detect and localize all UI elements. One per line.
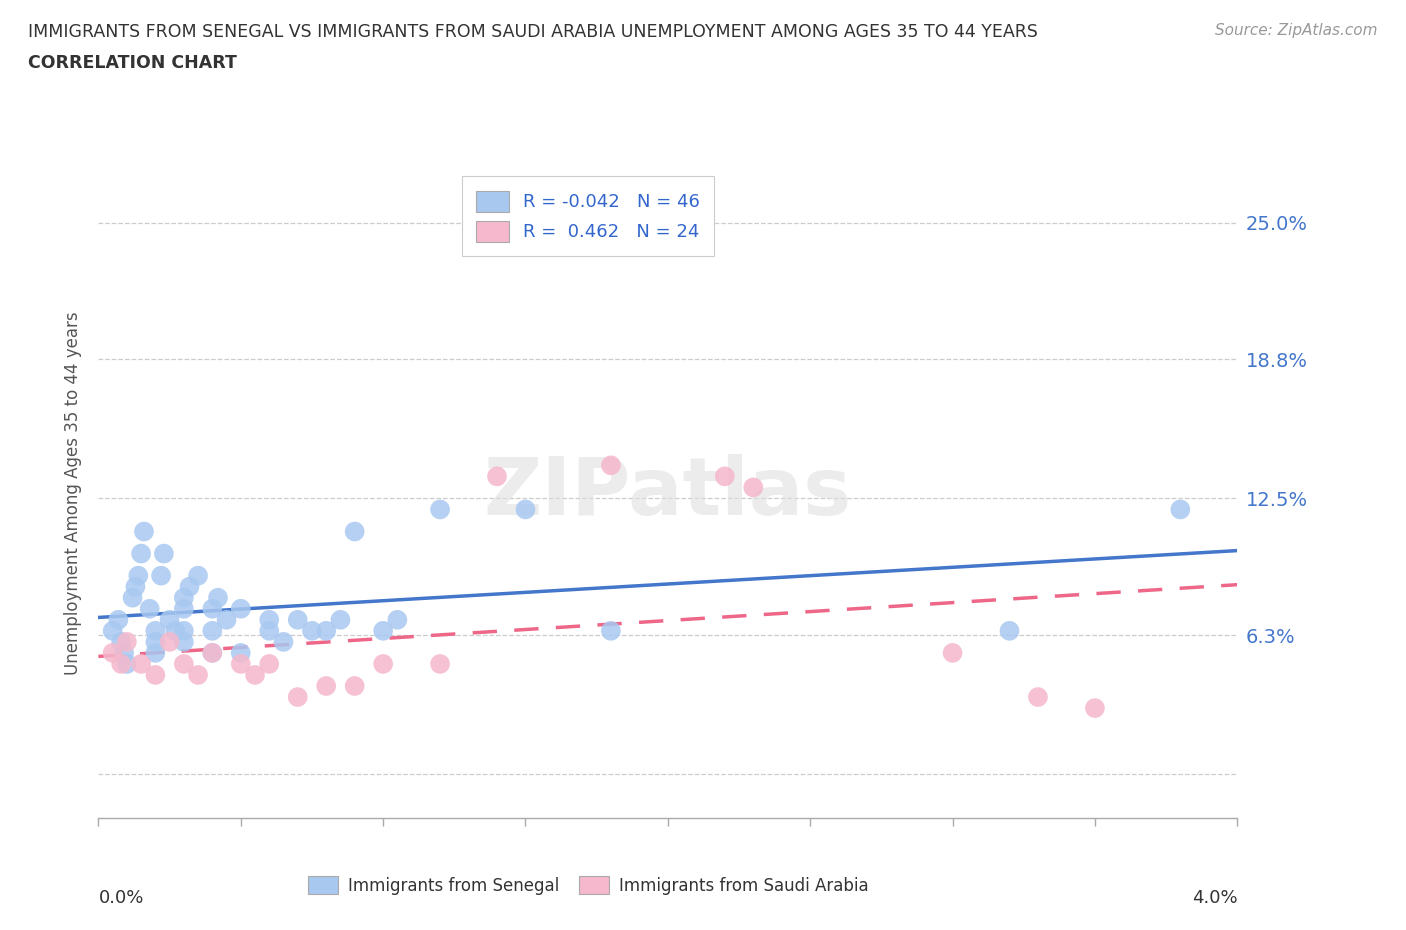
Point [229, 657, 252, 671]
Point [173, 623, 195, 638]
Point [150, 568, 173, 583]
Point [942, 645, 965, 660]
Point [101, 645, 124, 660]
Point [243, 668, 266, 683]
Point [110, 657, 132, 671]
Point [329, 612, 352, 627]
Point [121, 591, 143, 605]
Point [515, 502, 537, 517]
Point [129, 657, 152, 671]
Point [600, 458, 623, 472]
Point [273, 634, 295, 649]
Point [115, 634, 138, 649]
Point [159, 612, 181, 627]
Point [343, 525, 366, 539]
Text: CORRELATION CHART: CORRELATION CHART [28, 54, 238, 72]
Legend: Immigrants from Senegal, Immigrants from Saudi Arabia: Immigrants from Senegal, Immigrants from… [301, 870, 875, 901]
Point [201, 645, 224, 660]
Point [173, 602, 195, 617]
Y-axis label: Unemployment Among Ages 35 to 44 years: Unemployment Among Ages 35 to 44 years [65, 312, 83, 674]
Point [315, 679, 337, 694]
Point [201, 623, 224, 638]
Point [165, 623, 187, 638]
Point [429, 657, 451, 671]
Point [600, 623, 623, 638]
Point [229, 645, 252, 660]
Point [124, 579, 146, 594]
Point [315, 623, 337, 638]
Point [187, 668, 209, 683]
Point [259, 623, 281, 638]
Point [145, 623, 167, 638]
Point [115, 657, 138, 671]
Point [201, 645, 224, 660]
Text: Source: ZipAtlas.com: Source: ZipAtlas.com [1215, 23, 1378, 38]
Point [179, 579, 201, 594]
Text: IMMIGRANTS FROM SENEGAL VS IMMIGRANTS FROM SAUDI ARABIA UNEMPLOYMENT AMONG AGES : IMMIGRANTS FROM SENEGAL VS IMMIGRANTS FR… [28, 23, 1038, 41]
Point [153, 546, 176, 561]
Point [107, 612, 129, 627]
Point [187, 568, 209, 583]
Point [1084, 700, 1107, 715]
Point [371, 657, 394, 671]
Point [343, 679, 366, 694]
Point [110, 634, 132, 649]
Point [301, 623, 323, 638]
Point [173, 634, 195, 649]
Point [159, 634, 181, 649]
Point [371, 623, 394, 638]
Point [259, 657, 281, 671]
Text: 4.0%: 4.0% [1192, 889, 1237, 907]
Point [1170, 502, 1192, 517]
Point [112, 645, 135, 660]
Point [132, 525, 155, 539]
Point [173, 657, 195, 671]
Point [486, 469, 509, 484]
Point [101, 623, 124, 638]
Point [287, 612, 309, 627]
Point [229, 602, 252, 617]
Text: ZIPatlas: ZIPatlas [484, 454, 852, 532]
Point [429, 502, 451, 517]
Point [259, 612, 281, 627]
Point [998, 623, 1021, 638]
Point [173, 591, 195, 605]
Point [207, 591, 229, 605]
Text: 0.0%: 0.0% [98, 889, 143, 907]
Point [145, 668, 167, 683]
Point [1026, 689, 1049, 704]
Point [287, 689, 309, 704]
Point [387, 612, 409, 627]
Point [714, 469, 737, 484]
Point [145, 645, 167, 660]
Point [129, 546, 152, 561]
Point [201, 602, 224, 617]
Point [215, 612, 238, 627]
Point [145, 634, 167, 649]
Point [127, 568, 149, 583]
Point [742, 480, 765, 495]
Point [138, 602, 160, 617]
